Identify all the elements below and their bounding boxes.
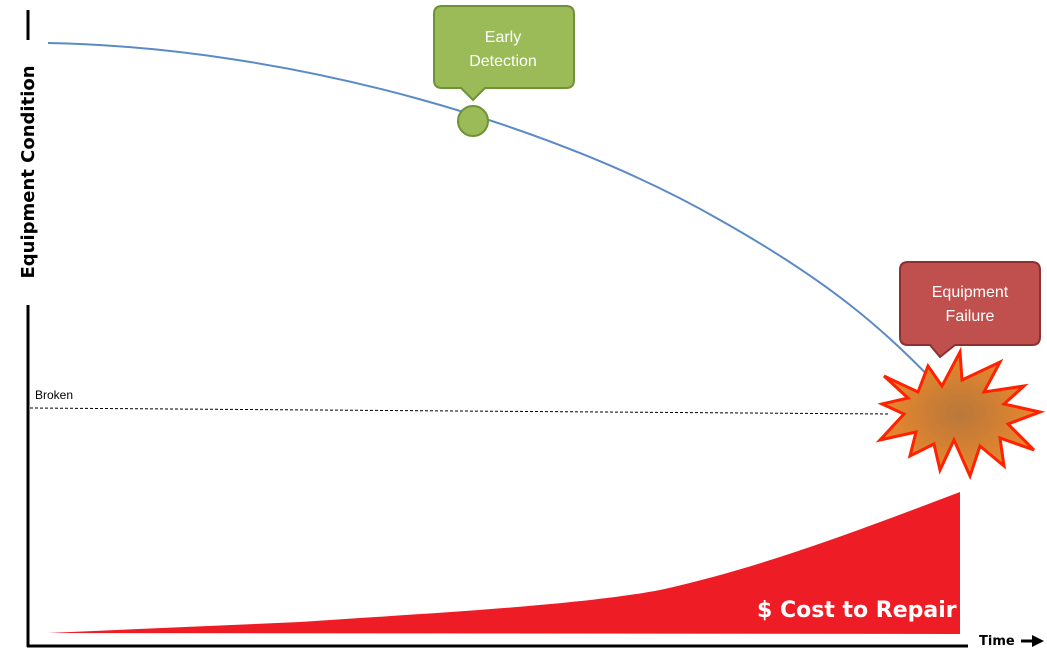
condition-curve [47,42,939,387]
early-detection-point [457,105,489,137]
y-axis-label: Equipment Condition [18,65,39,278]
x-axis-label: Time [979,634,1015,649]
early-detection-label-line1: Early [485,29,521,46]
cost-to-repair-label: $ Cost to Repair [757,598,957,623]
cost-to-repair-area [48,492,960,634]
early-detection-label-line2: Detection [469,53,537,70]
early-detection-callout: Early Detection [433,5,575,102]
equipment-failure-label-line1: Equipment [932,284,1009,301]
explosion-icon [875,346,1046,481]
equipment-failure-callout: Equipment Failure [899,261,1041,359]
equipment-failure-label-line2: Failure [946,308,995,325]
arrow-right-icon [1021,635,1044,647]
broken-threshold-label: Broken [35,388,73,402]
broken-threshold-line [29,407,891,415]
